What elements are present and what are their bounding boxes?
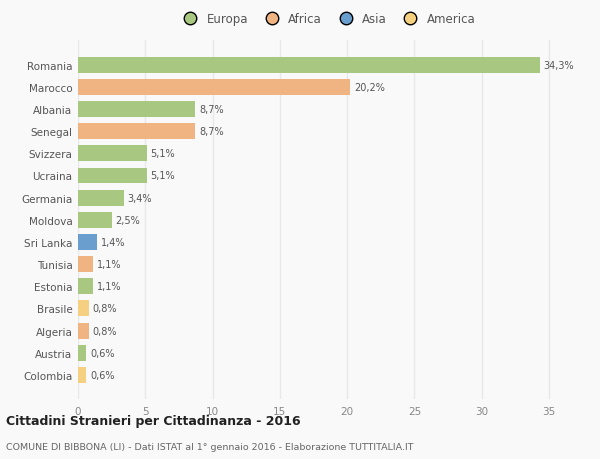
Bar [78,257,93,273]
Bar [78,301,89,317]
Bar [78,213,112,228]
Text: 8,7%: 8,7% [199,127,224,137]
Text: 0,6%: 0,6% [90,348,115,358]
Bar [78,146,146,162]
Text: Cittadini Stranieri per Cittadinanza - 2016: Cittadini Stranieri per Cittadinanza - 2… [6,414,301,428]
Bar [78,168,146,184]
Bar [78,323,89,339]
Text: 20,2%: 20,2% [354,83,385,93]
Text: 1,1%: 1,1% [97,282,121,291]
Text: COMUNE DI BIBBONA (LI) - Dati ISTAT al 1° gennaio 2016 - Elaborazione TUTTITALIA: COMUNE DI BIBBONA (LI) - Dati ISTAT al 1… [6,442,413,451]
Bar [78,235,97,251]
Text: 0,8%: 0,8% [93,304,118,314]
Bar [78,279,93,295]
Text: 1,4%: 1,4% [101,237,125,247]
Text: 0,6%: 0,6% [90,370,115,380]
Text: 1,1%: 1,1% [97,259,121,269]
Legend: Europa, Africa, Asia, America: Europa, Africa, Asia, America [176,11,478,28]
Bar [78,57,539,73]
Text: 34,3%: 34,3% [544,61,574,71]
Text: 5,1%: 5,1% [151,149,175,159]
Text: 3,4%: 3,4% [128,193,152,203]
Bar [78,367,86,383]
Text: 8,7%: 8,7% [199,105,224,115]
Bar [78,80,350,95]
Bar [78,124,195,140]
Text: 0,8%: 0,8% [93,326,118,336]
Text: 2,5%: 2,5% [116,215,140,225]
Text: 5,1%: 5,1% [151,171,175,181]
Bar [78,190,124,206]
Bar [78,102,195,118]
Bar [78,345,86,361]
